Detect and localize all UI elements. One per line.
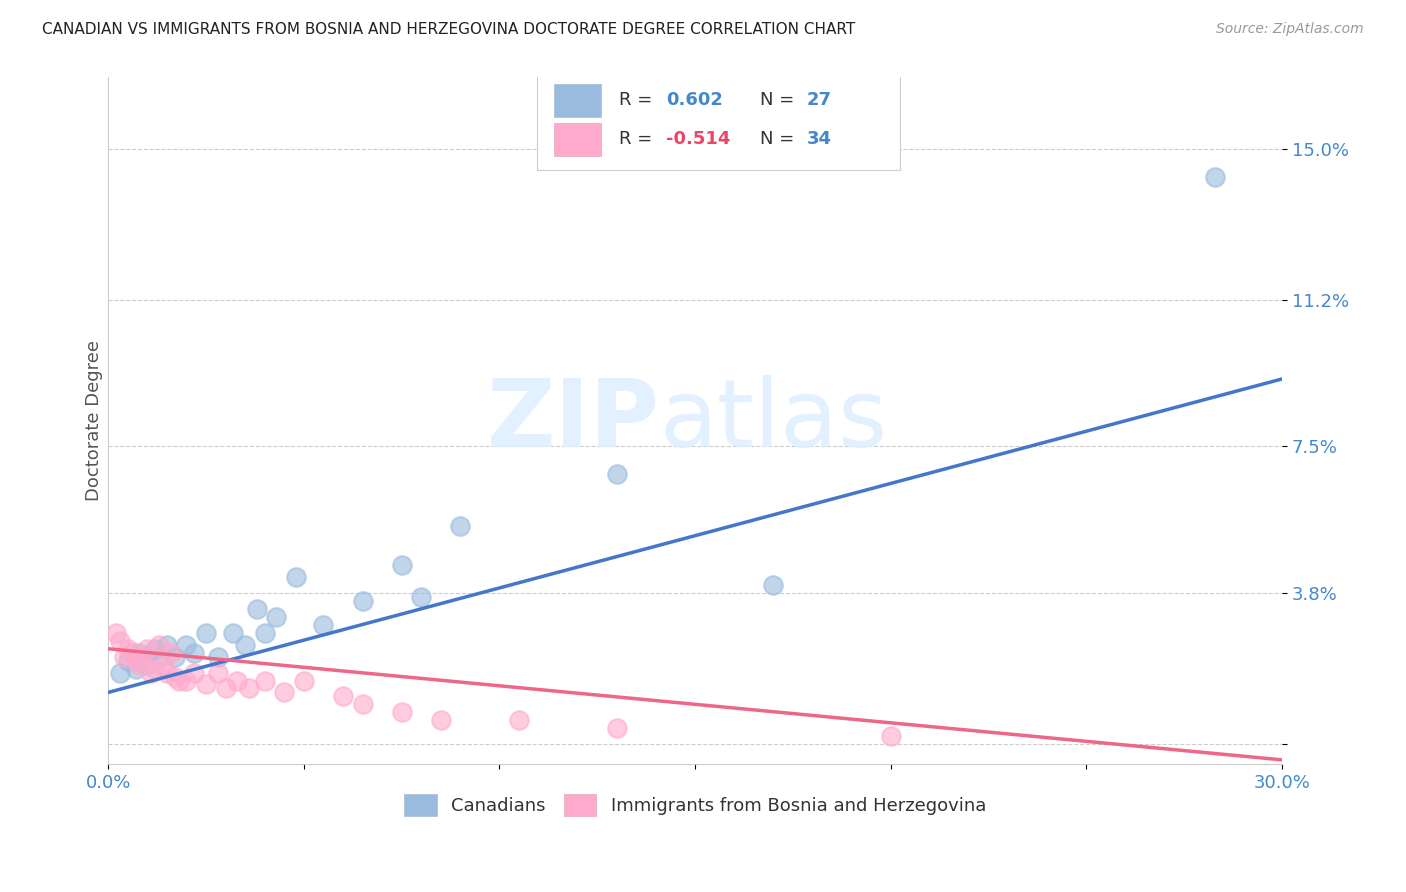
Y-axis label: Doctorate Degree: Doctorate Degree (86, 340, 103, 501)
Point (148, 638, 170, 652)
Text: CANADIAN VS IMMIGRANTS FROM BOSNIA AND HERZEGOVINA DOCTORATE DEGREE CORRELATION : CANADIAN VS IMMIGRANTS FROM BOSNIA AND H… (42, 22, 855, 37)
Point (207, 649, 229, 664)
Point (163, 649, 186, 664)
Point (112, 649, 135, 664)
Point (176, 673, 198, 688)
Point (143, 662, 166, 676)
Point (449, 518, 471, 533)
Point (176, 638, 198, 652)
Text: Source: ZipAtlas.com: Source: ZipAtlas.com (1216, 22, 1364, 37)
Point (143, 641, 166, 656)
Point (124, 654, 146, 668)
Text: -0.514: -0.514 (665, 130, 730, 148)
Point (246, 602, 269, 616)
Point (285, 570, 308, 584)
Point (352, 698, 374, 712)
Text: 34: 34 (807, 130, 831, 148)
Point (391, 705, 413, 719)
Text: R =: R = (619, 91, 652, 109)
Point (762, 578, 785, 592)
Point (1204, 169, 1226, 184)
Text: N =: N = (759, 130, 794, 148)
Point (292, 673, 315, 688)
Text: atlas: atlas (659, 375, 889, 467)
Text: N =: N = (759, 91, 794, 109)
Point (226, 673, 249, 688)
Point (606, 721, 628, 735)
Text: 27: 27 (807, 91, 831, 109)
Legend: Canadians, Immigrants from Bosnia and Herzegovina: Canadians, Immigrants from Bosnia and He… (396, 787, 993, 823)
Point (128, 657, 150, 672)
Point (152, 657, 174, 672)
Bar (554, 85, 602, 117)
Point (214, 681, 236, 696)
Text: R =: R = (619, 130, 652, 148)
Point (273, 685, 295, 699)
Point (108, 633, 131, 648)
Point (332, 690, 354, 704)
Point (183, 646, 205, 660)
Point (233, 638, 256, 652)
Point (105, 626, 128, 640)
Point (391, 558, 413, 573)
Point (880, 729, 903, 743)
Point (195, 677, 218, 691)
Point (159, 646, 181, 660)
Point (508, 713, 530, 727)
Point (121, 646, 143, 660)
Point (312, 618, 335, 632)
Text: 0.602: 0.602 (665, 91, 723, 109)
Point (253, 673, 276, 688)
Point (238, 681, 260, 696)
Point (108, 665, 131, 680)
FancyBboxPatch shape (537, 74, 900, 170)
Point (156, 665, 179, 680)
Text: ZIP: ZIP (486, 375, 659, 467)
Point (148, 649, 170, 664)
Point (222, 626, 245, 640)
Point (132, 649, 155, 664)
Point (167, 673, 190, 688)
Point (117, 641, 139, 656)
Point (195, 626, 218, 640)
Point (117, 654, 139, 668)
Point (253, 626, 276, 640)
Point (128, 646, 150, 660)
Point (163, 669, 186, 683)
Point (141, 665, 163, 680)
Point (124, 662, 146, 676)
Point (136, 641, 159, 656)
Point (183, 665, 205, 680)
Point (411, 590, 433, 604)
Point (352, 594, 374, 608)
Point (266, 610, 288, 624)
Bar (554, 123, 602, 156)
Point (136, 657, 159, 672)
Point (606, 467, 628, 482)
Point (156, 638, 179, 652)
Point (207, 665, 229, 680)
Point (429, 713, 451, 727)
